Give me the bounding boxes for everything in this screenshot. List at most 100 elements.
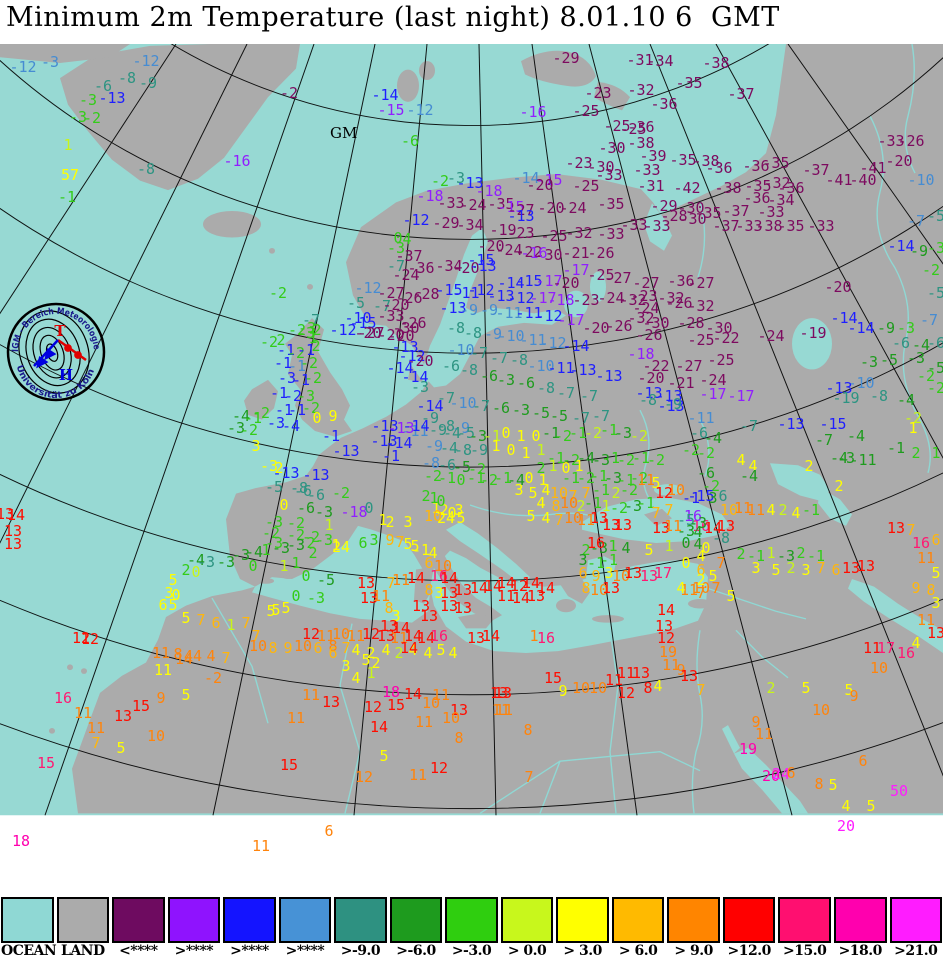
- landmass-arctic-strip: [0, 44, 130, 63]
- legend-item: <****: [112, 897, 165, 956]
- legend-swatch: [667, 897, 720, 943]
- legend-swatch: [389, 897, 443, 943]
- institute-logo-stamp: T H IGM - Bereich Meteorologie Universit…: [6, 302, 106, 402]
- legend-item: >****: [278, 897, 332, 956]
- legend-item: > 3.0: [556, 897, 609, 956]
- legend-item: >15.0: [778, 897, 831, 956]
- legend-swatch: [611, 897, 665, 943]
- river-dnieper: [639, 409, 653, 504]
- landmass-crimea: [644, 508, 672, 526]
- legend-item: LAND: [56, 897, 110, 956]
- logo-low-symbol: T: [54, 322, 66, 340]
- landmass-corsica: [420, 544, 432, 566]
- landmass-ireland: [244, 379, 278, 420]
- landmass-balearic2: [283, 575, 293, 580]
- lake-rybinsk: [792, 318, 832, 370]
- logo-cold-front: [33, 339, 59, 369]
- legend-swatch: [223, 897, 276, 943]
- logo-high-symbol: H: [59, 366, 73, 384]
- river-volga: [869, 115, 931, 473]
- legend-label: >-9.0: [340, 943, 381, 956]
- landmass-britain: [285, 318, 352, 437]
- legend-label: > 3.0: [563, 943, 602, 956]
- border-syria-iraq: [707, 587, 807, 620]
- border-algeria-libya: [339, 623, 361, 814]
- sea-caspian-north: [770, 463, 830, 502]
- landmass-novaya-zemlya2: [594, 81, 630, 111]
- landmass-eurasia-africa: [72, 44, 943, 814]
- border-libya-egypt: [609, 630, 619, 814]
- legend-item: >****: [167, 897, 221, 956]
- river-nile: [691, 630, 703, 814]
- landmass-shetland: [307, 284, 313, 290]
- landmass-sicily: [458, 613, 494, 629]
- legend-item: > 9.0: [667, 897, 720, 956]
- river-dvina: [697, 201, 706, 278]
- legend-label: >-6.0: [396, 943, 436, 956]
- landmass-madeira: [49, 727, 55, 734]
- landmass-cyprus: [688, 598, 712, 609]
- legend-item: OCEAN: [1, 897, 57, 956]
- landmass-faroe: [269, 247, 275, 254]
- legend-swatch: [833, 897, 887, 943]
- graticule: [0, 44, 943, 816]
- map-area: [0, 44, 943, 857]
- legend-label: > 9.0: [674, 943, 713, 956]
- legend-swatch: [167, 897, 221, 943]
- legend-label: >****: [285, 943, 325, 956]
- map-label-gm: GM: [330, 124, 358, 142]
- legend-swatch: [889, 897, 943, 943]
- legend-swatch: [1, 897, 54, 943]
- legend-swatch: [722, 897, 776, 943]
- legend-label: >****: [230, 943, 269, 956]
- sea-azov: [654, 484, 682, 496]
- landmass-canary1: [67, 664, 73, 671]
- sea-aegean: [586, 556, 616, 599]
- legend-swatch: [112, 897, 165, 943]
- legend-item: >-6.0: [389, 897, 443, 956]
- legend-swatch: [556, 897, 609, 943]
- legend-swatch: [500, 897, 554, 943]
- legend-label: >15.0: [783, 943, 827, 956]
- landmass-peloponnese: [556, 598, 576, 613]
- legend-label: >****: [174, 943, 214, 956]
- logo-ring: [6, 302, 106, 402]
- landmass-greece: [558, 556, 590, 604]
- logo-warm-front: [57, 338, 87, 362]
- legend-item: >12.0: [722, 897, 776, 956]
- landmass-iceland: [203, 210, 261, 238]
- legend-label: OCEAN: [1, 943, 57, 956]
- landmass-svalbard: [397, 69, 419, 102]
- river-danube: [469, 504, 609, 523]
- legend-swatch: [778, 897, 831, 943]
- sea-kattegat: [372, 326, 428, 380]
- legend-label: >-3.0: [451, 943, 492, 956]
- legend-label: >18.0: [838, 943, 883, 956]
- legend-label: >21.0: [894, 943, 938, 956]
- sea-white: [644, 203, 672, 251]
- sea-red: [734, 747, 808, 814]
- legend-swatch: [445, 897, 498, 943]
- river-don: [699, 419, 710, 477]
- lake-onega: [590, 271, 606, 303]
- landmass-sardinia: [414, 567, 432, 604]
- border-arabia: [735, 629, 789, 679]
- legend-label: > 0.0: [507, 943, 547, 956]
- legend-label: <****: [119, 943, 158, 956]
- legend-label: LAND: [60, 943, 105, 956]
- legend-item: >21.0: [889, 897, 943, 956]
- landmass-canary2: [81, 668, 87, 674]
- legend-swatch: [278, 897, 332, 943]
- legend-item: >****: [223, 897, 276, 956]
- page-title: Minimum 2m Temperature (last night) 8.01…: [6, 2, 780, 33]
- sea-suez: [722, 725, 740, 754]
- landmass-novaya-zemlya: [521, 50, 596, 87]
- legend-item: > 6.0: [611, 897, 665, 956]
- border-sahara: [479, 751, 701, 814]
- border-sahara2: [539, 760, 561, 814]
- landmass-svalbard2: [419, 61, 435, 81]
- landmass-greenland: [60, 44, 300, 191]
- lake-ladoga: [564, 290, 588, 318]
- legend-item: >18.0: [833, 897, 887, 956]
- legend-item: >-3.0: [445, 897, 498, 956]
